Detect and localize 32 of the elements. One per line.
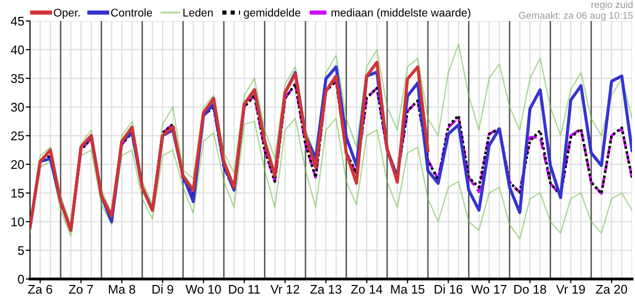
legend-label: Controle <box>111 8 152 17</box>
legend-label: mediaan (middelste waarde) <box>332 8 470 19</box>
x-tick-label: Zo 7 <box>68 285 93 294</box>
text: Gemaakt: za 06 aug 10:15 <box>519 12 633 21</box>
legend-label: Oper. <box>54 8 80 19</box>
x-tick-label: Di 16 <box>434 284 462 294</box>
x-tick-label: Zo 14 <box>351 285 382 294</box>
y-tick-label: 30 <box>11 102 24 112</box>
x-tick-label: Ma 8 <box>108 284 136 294</box>
y-tick-label: 35 <box>11 74 24 83</box>
y-tick-label: 40 <box>10 45 24 54</box>
x-tick-label: Do 18 <box>514 284 546 294</box>
x-tick-label: Za 6 <box>28 284 52 294</box>
x-tick-label: Wo 17 <box>471 285 506 294</box>
y-tick-label: 25 <box>11 131 24 140</box>
text: regio zuid <box>592 0 632 10</box>
x-tick-label: Di 9 <box>152 284 174 294</box>
x-tick-label: Do 11 <box>229 285 260 294</box>
legend-label: Leden <box>183 8 213 17</box>
y-tick-label: 20 <box>11 160 24 169</box>
x-tick-label: Vr 19 <box>556 284 585 294</box>
x-tick-label: Za 13 <box>310 284 342 294</box>
x-tick-label: Ma 15 <box>391 285 424 294</box>
y-tick-label: 0 <box>18 274 24 284</box>
y-tick-label: 45 <box>10 16 24 26</box>
y-tick-label: 15 <box>11 188 24 198</box>
legend-label: gemiddelde <box>244 8 300 19</box>
y-tick-label: 10 <box>11 217 24 226</box>
x-tick-label: Vr 12 <box>270 284 300 294</box>
x-tick-label: Za 20 <box>596 284 628 294</box>
y-tick-label: 5 <box>18 246 24 255</box>
x-tick-label: Wo 10 <box>186 284 221 294</box>
